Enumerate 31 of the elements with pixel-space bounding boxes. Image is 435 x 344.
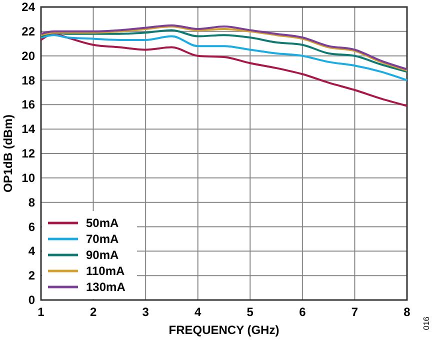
y-tick-label: 4 [28,244,36,258]
legend-label: 130mA [86,280,126,294]
legend-label: 90mA [86,248,120,262]
y-tick-label: 8 [28,195,36,210]
y-tick-label: 10 [22,170,36,185]
y-tick-label: 12 [22,146,36,160]
y-axis-title: OP1dB (dBm) [1,114,15,192]
x-tick-label: 6 [299,305,306,319]
x-tick-label: 3 [142,305,150,319]
legend-label: 70mA [86,232,120,246]
y-tick-label: 18 [22,73,36,88]
x-tick-label: 1 [38,305,45,319]
line-series [40,32,408,107]
y-tick-label: 2 [28,268,36,283]
y-tick-label: 14 [22,122,36,136]
x-tick-label: 2 [90,305,97,319]
x-axis-title: FREQUENCY (GHz) [168,323,280,337]
legend-label: 50mA [86,216,120,230]
x-tick-label: 5 [246,305,254,319]
y-tick-label: 24 [22,0,36,14]
text: 016 [422,316,431,330]
x-tick-label: 7 [351,305,358,319]
line-series [40,34,408,82]
y-tick-label: 22 [22,24,36,38]
y-tick-label: 16 [22,98,36,112]
x-tick-label: 4 [194,305,202,319]
x-tick-label: 8 [404,305,411,319]
legend-label: 110mA [86,264,126,278]
y-tick-label: 6 [28,220,36,234]
y-tick-label: 0 [28,293,36,307]
y-tick-label: 20 [22,48,36,63]
